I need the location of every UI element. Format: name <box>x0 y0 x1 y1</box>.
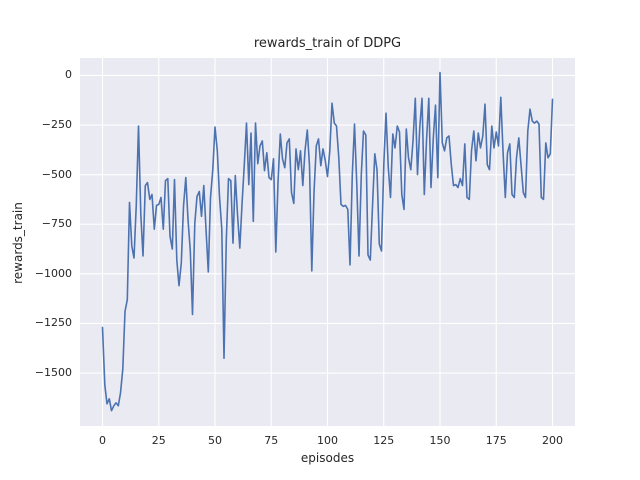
line-chart-svg <box>80 58 575 426</box>
reward-line <box>101 71 554 412</box>
x-tick-label: 150 <box>429 434 451 447</box>
y-tick-label: 0 <box>65 68 72 82</box>
y-tick-label: −750 <box>41 217 72 231</box>
y-axis-label: rewards_train <box>11 202 25 284</box>
x-tick-label: 200 <box>542 434 563 447</box>
y-tick-label: −500 <box>41 167 72 181</box>
x-axis-label: episodes <box>300 451 355 465</box>
x-tick-label: 75 <box>264 434 279 447</box>
x-tick-label: 25 <box>151 434 166 447</box>
chart-title: rewards_train of DDPG <box>253 36 402 51</box>
y-tick-label: −250 <box>41 118 72 132</box>
y-tick-label: −1500 <box>34 366 72 380</box>
x-tick-label: 175 <box>485 434 507 447</box>
x-tick-label: 125 <box>373 434 395 447</box>
y-tick-label: −1250 <box>34 316 72 330</box>
plot-area <box>80 58 575 426</box>
x-tick-label: 50 <box>208 434 222 447</box>
x-tick-label: 0 <box>99 434 106 447</box>
y-tick-label: −1000 <box>34 266 72 280</box>
x-tick-label: 100 <box>317 434 338 447</box>
